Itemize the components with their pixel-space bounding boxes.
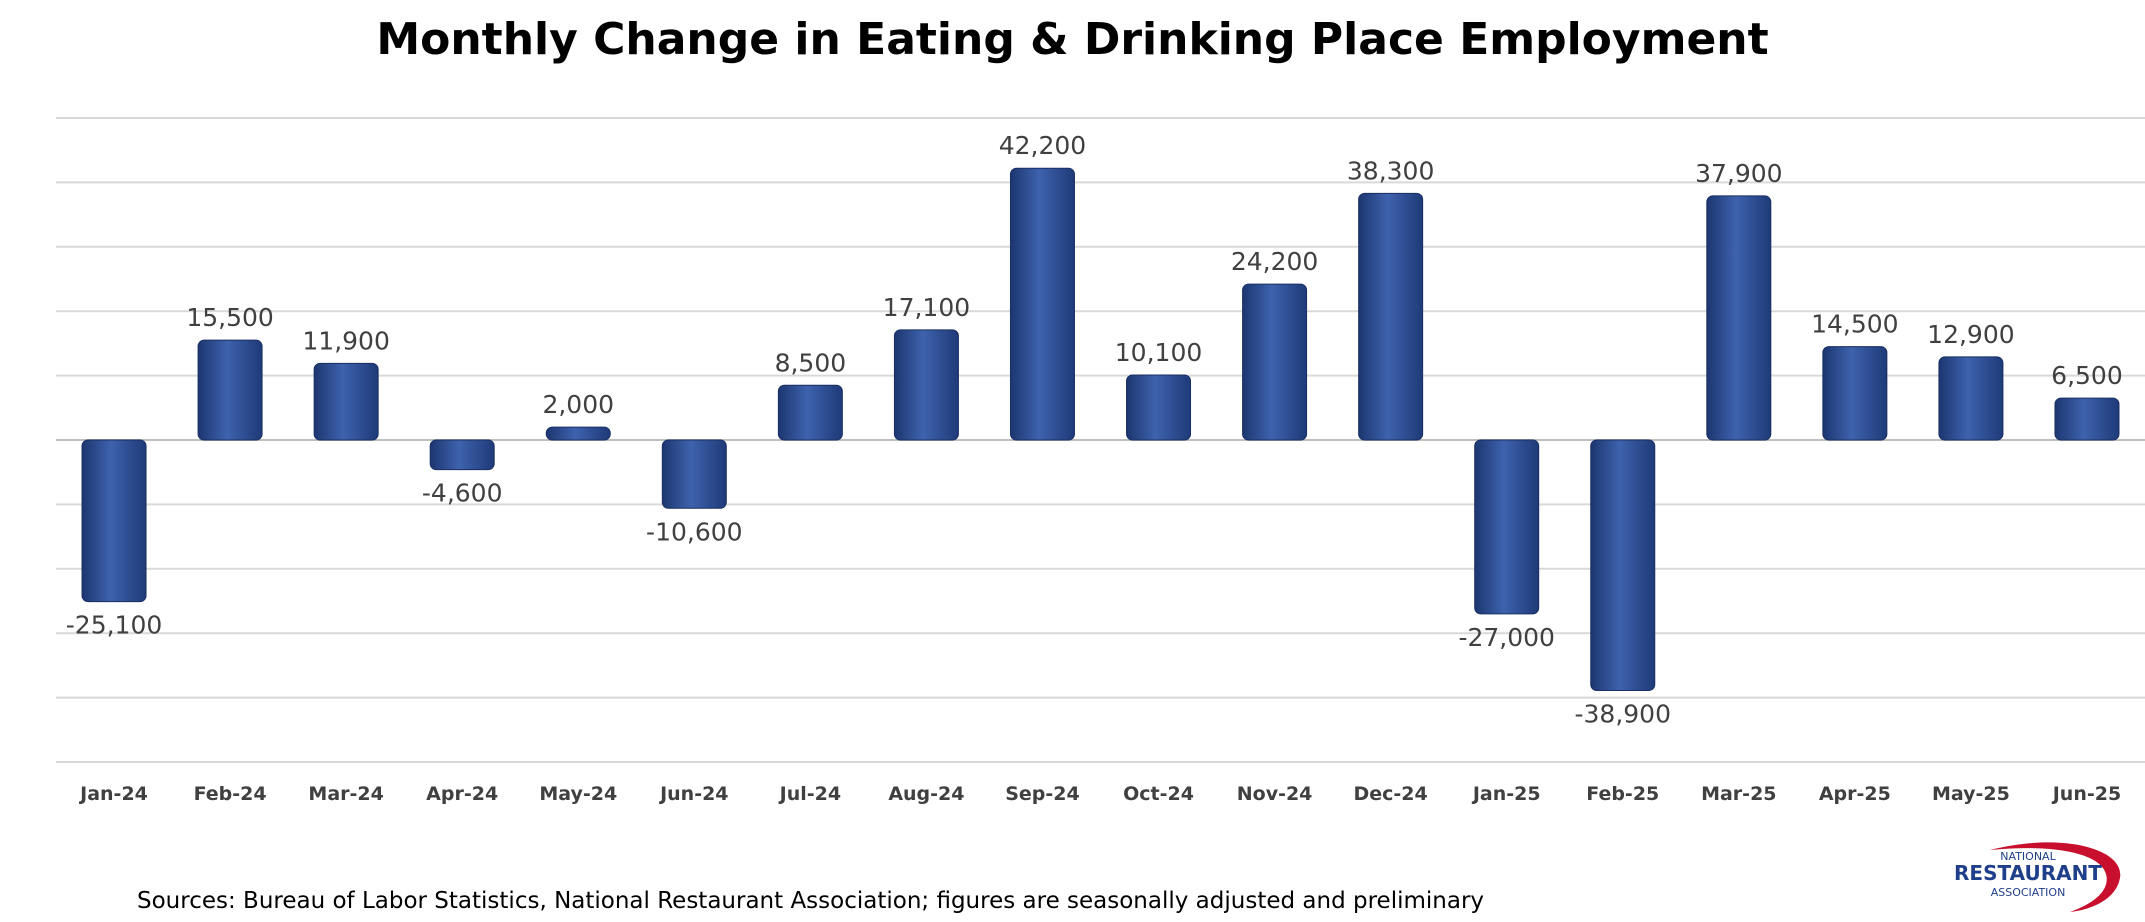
data-label-May-24: 2,000 (542, 390, 614, 419)
data-label-Mar-24: 11,900 (302, 326, 389, 355)
bar-Mar-24 (313, 362, 379, 441)
logo-text-restaurant: RESTAURANT (1954, 861, 2102, 885)
bar-May-24 (545, 426, 611, 441)
data-label-Jan-24: -25,100 (66, 611, 163, 640)
logo-text-association: ASSOCIATION (1991, 886, 2066, 899)
bar-Jan-24 (81, 439, 147, 603)
bar-Oct-24 (1126, 374, 1192, 441)
data-label-Sep-24: 42,200 (999, 131, 1086, 160)
data-label-Dec-24: 38,300 (1347, 156, 1434, 185)
bars (81, 167, 2120, 692)
category-label-Jan-25: Jan-25 (1471, 783, 1541, 805)
bar-Aug-24 (893, 329, 959, 441)
category-label-Jul-24: Jul-24 (778, 783, 841, 805)
data-label-Apr-24: -4,600 (422, 479, 503, 508)
category-labels: Jan-24 Feb-24 Mar-24 Apr-24 May-24 Jun-24 Jul-… (78, 783, 2121, 805)
data-label-Jul-24: 8,500 (775, 348, 847, 377)
category-label-Feb-25: Feb-25 (1586, 783, 1659, 805)
data-label-Jun-25: 6,500 (2051, 361, 2123, 390)
bar-Mar-25 (1706, 195, 1772, 441)
category-label-Jan-24: Jan-24 (78, 783, 148, 805)
category-label-May-24: May-24 (539, 783, 617, 805)
bar-Feb-24 (197, 339, 263, 441)
data-label-Feb-25: -38,900 (1575, 700, 1672, 729)
data-label-Oct-24: 10,100 (1115, 338, 1202, 367)
category-label-May-25: May-25 (1932, 783, 2010, 805)
chart-title: Monthly Change in Eating & Drinking Plac… (376, 14, 1769, 65)
bar-Jun-24 (661, 439, 727, 509)
bar-Nov-24 (1242, 283, 1308, 441)
data-labels: -25,100 15,500 11,900 -4,600 2,000 -10,600 8,5… (66, 131, 2123, 728)
category-label-Aug-24: Aug-24 (888, 783, 964, 805)
data-label-Mar-25: 37,900 (1695, 159, 1782, 188)
category-label-Sep-24: Sep-24 (1005, 783, 1080, 805)
bar-Apr-25 (1822, 346, 1888, 441)
category-label-Mar-25: Mar-25 (1701, 783, 1776, 805)
data-label-Feb-24: 15,500 (186, 303, 273, 332)
data-label-May-25: 12,900 (1927, 320, 2014, 349)
category-label-Mar-24: Mar-24 (308, 783, 383, 805)
category-label-Feb-24: Feb-24 (194, 783, 267, 805)
data-label-Aug-24: 17,100 (883, 293, 970, 322)
data-label-Nov-24: 24,200 (1231, 247, 1318, 276)
gridlines (56, 117, 2145, 763)
bar-Dec-24 (1358, 192, 1424, 441)
category-label-Dec-24: Dec-24 (1354, 783, 1428, 805)
category-label-Apr-24: Apr-24 (426, 783, 498, 805)
bar-Jun-25 (2054, 397, 2120, 441)
category-label-Jun-24: Jun-24 (658, 783, 728, 805)
data-label-Jun-24: -10,600 (646, 517, 743, 546)
category-label-Nov-24: Nov-24 (1237, 783, 1313, 805)
bar-Sep-24 (1009, 167, 1075, 441)
category-label-Apr-25: Apr-25 (1819, 783, 1891, 805)
bar-May-25 (1938, 356, 2004, 441)
data-label-Jan-25: -27,000 (1458, 623, 1555, 652)
logo-text-national: NATIONAL (2000, 850, 2056, 863)
bar-Apr-24 (429, 439, 495, 471)
bar-Feb-25 (1590, 439, 1656, 692)
bar-Jan-25 (1474, 439, 1540, 615)
restaurant-association-logo: NATIONAL RESTAURANT ASSOCIATION (1954, 842, 2121, 912)
data-label-Apr-25: 14,500 (1811, 310, 1898, 339)
category-label-Oct-24: Oct-24 (1123, 783, 1194, 805)
bar-Jul-24 (777, 384, 843, 441)
category-label-Jun-25: Jun-25 (2051, 783, 2121, 805)
source-note: Sources: Bureau of Labor Statistics, Nat… (137, 888, 1485, 914)
